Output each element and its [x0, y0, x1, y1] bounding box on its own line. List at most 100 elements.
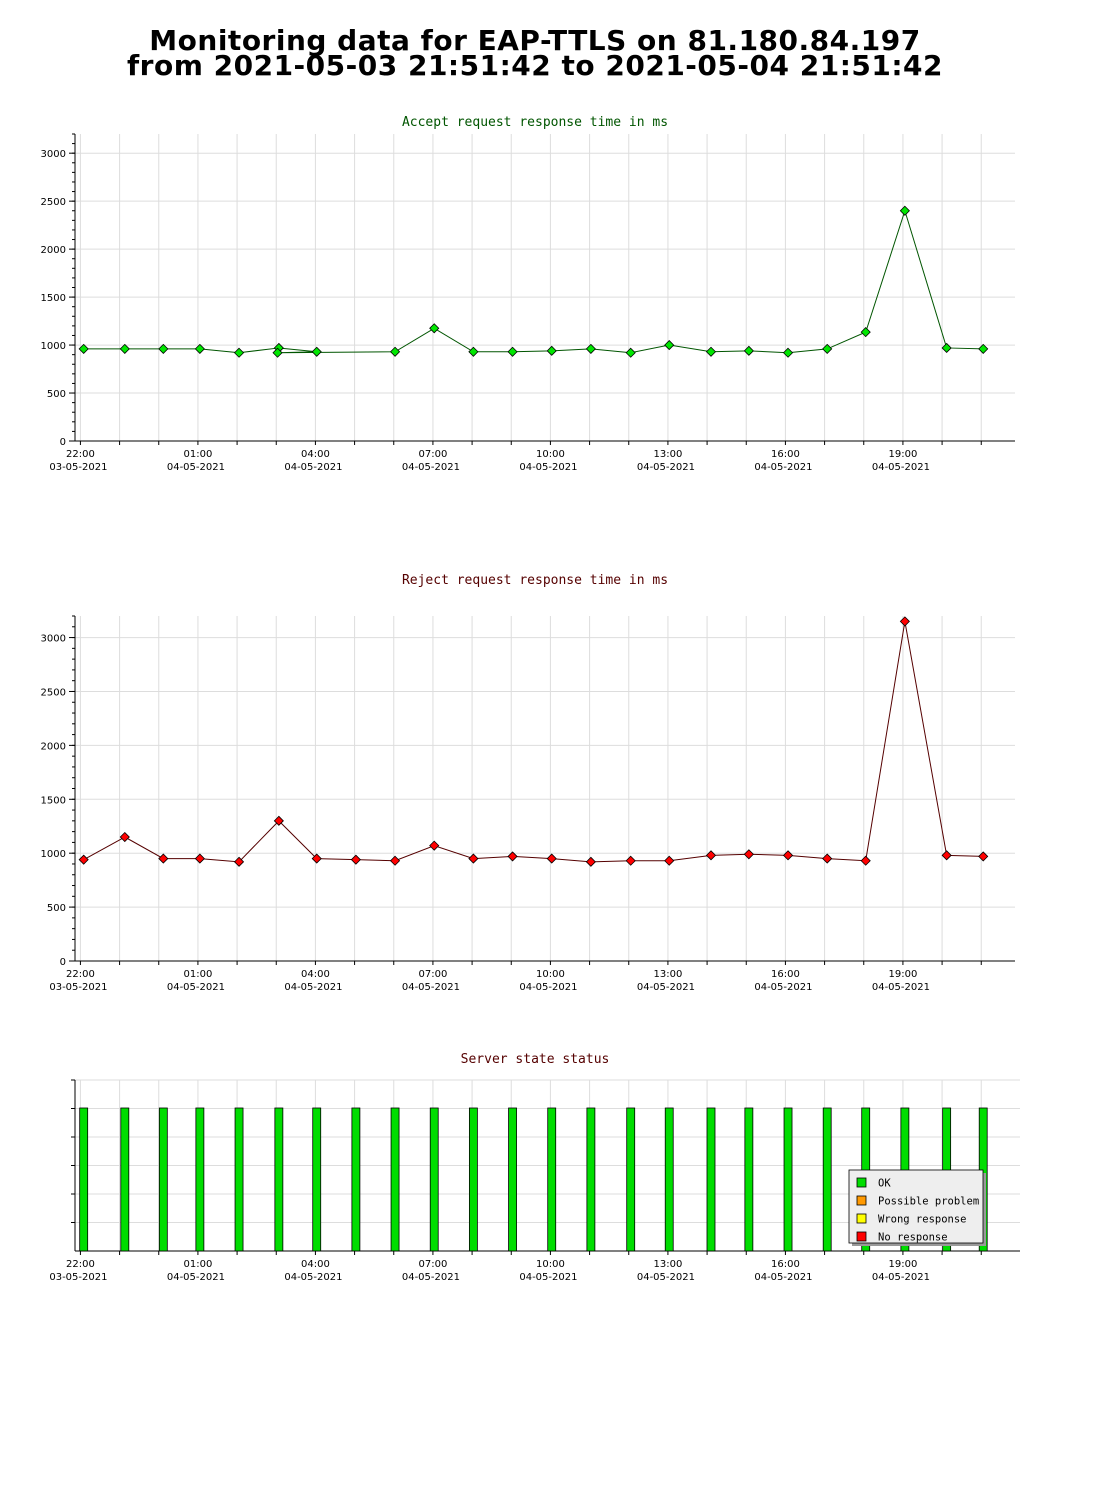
data-point — [705, 850, 717, 861]
data-point — [468, 853, 479, 864]
x-tick-label-date: 04-05-2021 — [284, 982, 342, 993]
x-tick-label-date: 04-05-2021 — [872, 982, 930, 993]
data-point — [705, 346, 717, 357]
x-tick-label-date: 03-05-2021 — [49, 462, 107, 473]
x-tick-label-time: 22:00 — [66, 969, 95, 980]
series-line — [83, 209, 984, 354]
x-tick-label-date: 04-05-2021 — [637, 1272, 695, 1283]
data-point — [941, 342, 952, 354]
data-point — [273, 815, 284, 826]
x-tick-label-date: 04-05-2021 — [872, 462, 930, 473]
data-point — [78, 343, 89, 354]
status-bar — [664, 1107, 674, 1252]
data-point — [350, 854, 361, 865]
data-point — [119, 343, 130, 354]
status-bar — [234, 1107, 244, 1252]
legend-box — [848, 1169, 984, 1244]
x-tick-label-date: 04-05-2021 — [167, 982, 225, 993]
status-bar — [586, 1107, 596, 1252]
x-tick-label-date: 04-05-2021 — [519, 1272, 577, 1283]
legend-swatch — [856, 1195, 867, 1206]
data-point — [507, 346, 518, 357]
x-tick-label-time: 19:00 — [889, 449, 918, 460]
x-tick-label-time: 04:00 — [301, 969, 330, 980]
x-tick-label-date: 04-05-2021 — [872, 1272, 930, 1283]
x-tick-label-time: 10:00 — [536, 449, 565, 460]
x-tick-label-time: 19:00 — [889, 1259, 918, 1270]
status-bar — [120, 1107, 130, 1252]
data-point — [664, 339, 675, 351]
legend-label: OK — [878, 1178, 891, 1190]
y-tick-label: 2000 — [41, 741, 66, 752]
data-point — [585, 856, 596, 867]
chart-title: Server state status — [461, 1052, 610, 1067]
status-bar — [783, 1107, 793, 1252]
y-tick-label: 500 — [47, 903, 66, 914]
x-tick-label-date: 04-05-2021 — [637, 982, 695, 993]
y-tick-label: 3000 — [41, 149, 66, 160]
y-tick-label: 1000 — [41, 341, 66, 352]
x-tick-label-time: 22:00 — [66, 1259, 95, 1270]
status-bar — [390, 1107, 400, 1252]
data-point — [546, 853, 557, 864]
status-bar — [158, 1107, 168, 1252]
legend-swatch — [856, 1231, 867, 1242]
status-bar — [429, 1107, 439, 1252]
status-bar — [274, 1107, 284, 1252]
x-tick-label-date: 04-05-2021 — [519, 462, 577, 473]
y-tick-label: 2000 — [41, 245, 66, 256]
data-point — [311, 853, 322, 864]
x-tick-label-date: 04-05-2021 — [167, 462, 225, 473]
x-tick-label-time: 16:00 — [771, 449, 800, 460]
page-title-line-1: Monitoring data for EAP-TTLS on 81.180.8… — [149, 24, 921, 57]
data-point — [158, 343, 169, 354]
x-tick-label-time: 07:00 — [419, 449, 448, 460]
data-point — [158, 853, 169, 864]
data-point — [822, 343, 833, 354]
data-point — [233, 347, 245, 358]
x-tick-label-time: 07:00 — [419, 1259, 448, 1270]
chart-panel-3: Server state status 22:00 03-05-2021 01:00 0… — [49, 1052, 1020, 1283]
data-point — [194, 343, 205, 354]
y-tick-label: 1000 — [41, 849, 66, 860]
x-tick-label-date: 04-05-2021 — [637, 462, 695, 473]
data-point — [782, 347, 794, 358]
data-point — [941, 850, 952, 861]
x-tick-label-time: 22:00 — [66, 449, 95, 460]
data-point — [429, 323, 440, 334]
data-point — [782, 850, 794, 861]
data-point — [311, 346, 322, 357]
x-tick-label-date: 04-05-2021 — [754, 462, 812, 473]
status-bar — [468, 1107, 478, 1252]
status-bar — [312, 1107, 322, 1252]
data-point — [860, 327, 871, 338]
data-point — [429, 840, 440, 851]
data-point — [625, 855, 636, 866]
x-tick-label-time: 19:00 — [889, 969, 918, 980]
chart-title: Accept request response time in ms — [402, 115, 668, 130]
data-point — [743, 849, 754, 860]
x-tick-label-time: 10:00 — [536, 1259, 565, 1270]
chart-panel-2: Reject request response time in ms22:000… — [41, 573, 1015, 993]
data-point — [899, 205, 910, 216]
data-point — [978, 343, 989, 354]
data-point — [78, 854, 89, 865]
x-tick-label-time: 16:00 — [771, 1259, 800, 1270]
x-tick-label-time: 16:00 — [771, 969, 800, 980]
x-tick-label-time: 04:00 — [301, 1259, 330, 1270]
y-tick-label: 1500 — [41, 795, 66, 806]
data-point — [743, 345, 754, 356]
series-line — [83, 621, 984, 863]
legend-label: Possible problem — [878, 1196, 979, 1208]
x-tick-label-time: 01:00 — [184, 969, 213, 980]
status-bar — [822, 1107, 832, 1252]
data-point — [625, 347, 636, 358]
status-bar — [195, 1107, 205, 1252]
chart-panel-1: Accept request response time in ms 22:00 0… — [41, 115, 1015, 473]
x-tick-label-time: 13:00 — [654, 1259, 683, 1270]
legend-swatch — [856, 1177, 867, 1188]
data-point — [507, 851, 518, 862]
status-bar — [79, 1107, 89, 1252]
x-tick-label-date: 04-05-2021 — [754, 1272, 812, 1283]
